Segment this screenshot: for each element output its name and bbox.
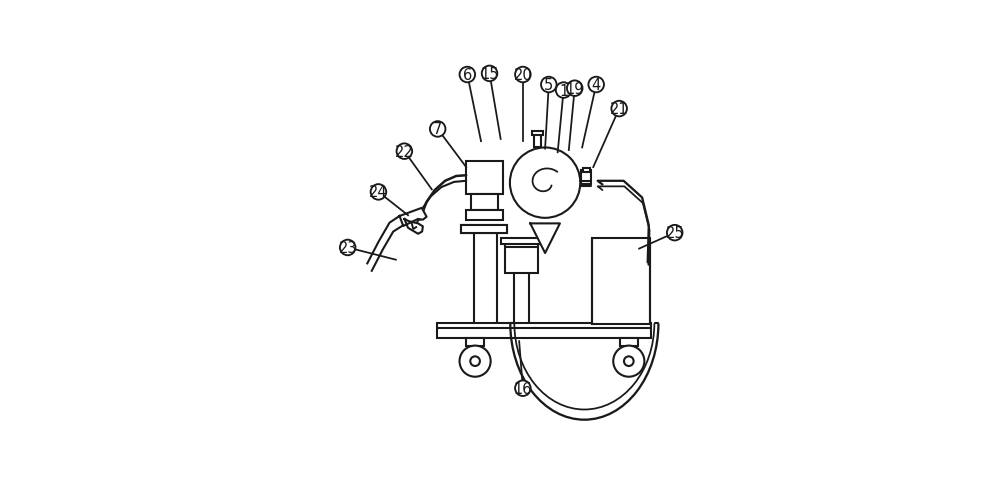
Bar (583, 168, 590, 172)
Circle shape (613, 346, 644, 377)
Circle shape (482, 66, 497, 82)
Text: 7: 7 (433, 122, 442, 137)
Bar (437, 324, 651, 338)
Text: 22: 22 (395, 144, 414, 159)
Text: 25: 25 (665, 226, 684, 240)
Text: 16: 16 (514, 381, 532, 396)
Text: 15: 15 (480, 67, 499, 82)
Circle shape (515, 381, 531, 396)
Circle shape (567, 81, 582, 97)
Circle shape (667, 226, 682, 241)
Circle shape (340, 240, 355, 256)
Text: 5: 5 (544, 78, 553, 93)
Circle shape (430, 122, 445, 137)
Circle shape (588, 78, 604, 93)
Polygon shape (404, 219, 423, 234)
Text: 6: 6 (463, 68, 472, 83)
Bar (534, 134, 541, 147)
Bar (501, 239, 543, 244)
Circle shape (611, 102, 627, 117)
Circle shape (515, 68, 531, 83)
Bar (466, 162, 503, 195)
Circle shape (541, 78, 557, 93)
Text: 1: 1 (559, 84, 568, 98)
Text: 19: 19 (565, 82, 584, 96)
Text: 4: 4 (592, 78, 601, 93)
Text: 20: 20 (513, 68, 532, 83)
Bar (620, 338, 638, 347)
Bar (505, 242, 538, 274)
Bar (532, 132, 543, 135)
Polygon shape (400, 208, 427, 227)
Polygon shape (530, 224, 560, 253)
Circle shape (556, 83, 571, 98)
Bar (461, 226, 507, 233)
Bar (466, 338, 484, 347)
Circle shape (510, 148, 580, 218)
Bar (461, 226, 507, 233)
Text: 21: 21 (610, 102, 628, 117)
Circle shape (371, 185, 386, 200)
Circle shape (397, 144, 412, 160)
Circle shape (470, 357, 480, 366)
Bar (581, 171, 591, 184)
Text: 23: 23 (338, 240, 357, 255)
Circle shape (624, 357, 634, 366)
Bar (466, 211, 503, 221)
Text: 24: 24 (369, 185, 388, 200)
Bar (471, 195, 498, 211)
Circle shape (460, 68, 475, 83)
Circle shape (460, 346, 491, 377)
Bar (592, 239, 650, 324)
